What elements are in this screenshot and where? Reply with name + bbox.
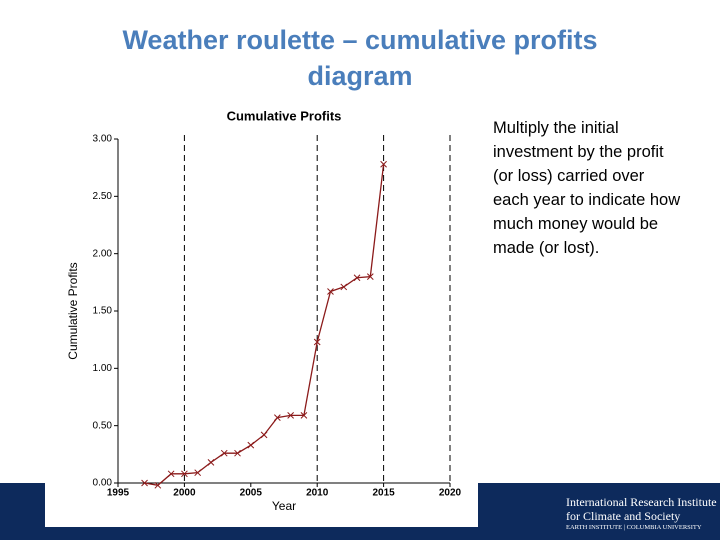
y-tick-label: 2.50	[93, 191, 113, 202]
y-axis-label: Cumulative Profits	[66, 262, 80, 359]
marker	[274, 414, 281, 421]
x-tick-label: 2010	[306, 488, 329, 499]
marker	[247, 441, 255, 449]
chart-title: Cumulative Profits	[227, 108, 342, 123]
x-tick-label: 2000	[173, 488, 196, 499]
marker	[353, 274, 361, 282]
marker	[366, 273, 374, 280]
y-tick-label: 0.50	[93, 420, 113, 431]
y-tick-label: 1.00	[93, 363, 113, 374]
marker	[260, 431, 268, 439]
marker	[234, 449, 241, 457]
x-tick-label: 2020	[439, 488, 462, 499]
marker	[194, 469, 202, 477]
footer-line: for Climate and Society	[566, 509, 681, 523]
y-tick-label: 0.00	[93, 478, 113, 489]
y-tick-label: 1.50	[93, 306, 113, 317]
x-tick-label: 2015	[372, 488, 395, 499]
y-tick-label: 2.00	[93, 248, 113, 259]
marker	[380, 160, 387, 168]
marker	[300, 411, 308, 419]
y-tick-label: 3.00	[93, 134, 113, 145]
marker	[154, 481, 162, 489]
marker	[167, 470, 175, 478]
marker	[181, 470, 188, 478]
x-tick-label: 1995	[107, 488, 130, 499]
marker	[220, 449, 228, 457]
slide-title: Weather roulette – cumulative profits di…	[122, 25, 598, 91]
chart-background	[45, 104, 478, 527]
body-text: Multiply the initial investment by the p…	[493, 119, 681, 257]
footer-line: EARTH INSTITUTE | COLUMBIA UNIVERSITY	[566, 524, 702, 531]
marker	[141, 479, 148, 487]
x-axis-label: Year	[272, 499, 296, 513]
marker	[287, 411, 294, 419]
x-tick-label: 2005	[240, 488, 263, 499]
marker	[207, 459, 215, 466]
footer-line: International Research Institute	[566, 495, 717, 509]
marker	[340, 283, 348, 291]
marker	[327, 288, 334, 295]
marker	[313, 338, 321, 346]
